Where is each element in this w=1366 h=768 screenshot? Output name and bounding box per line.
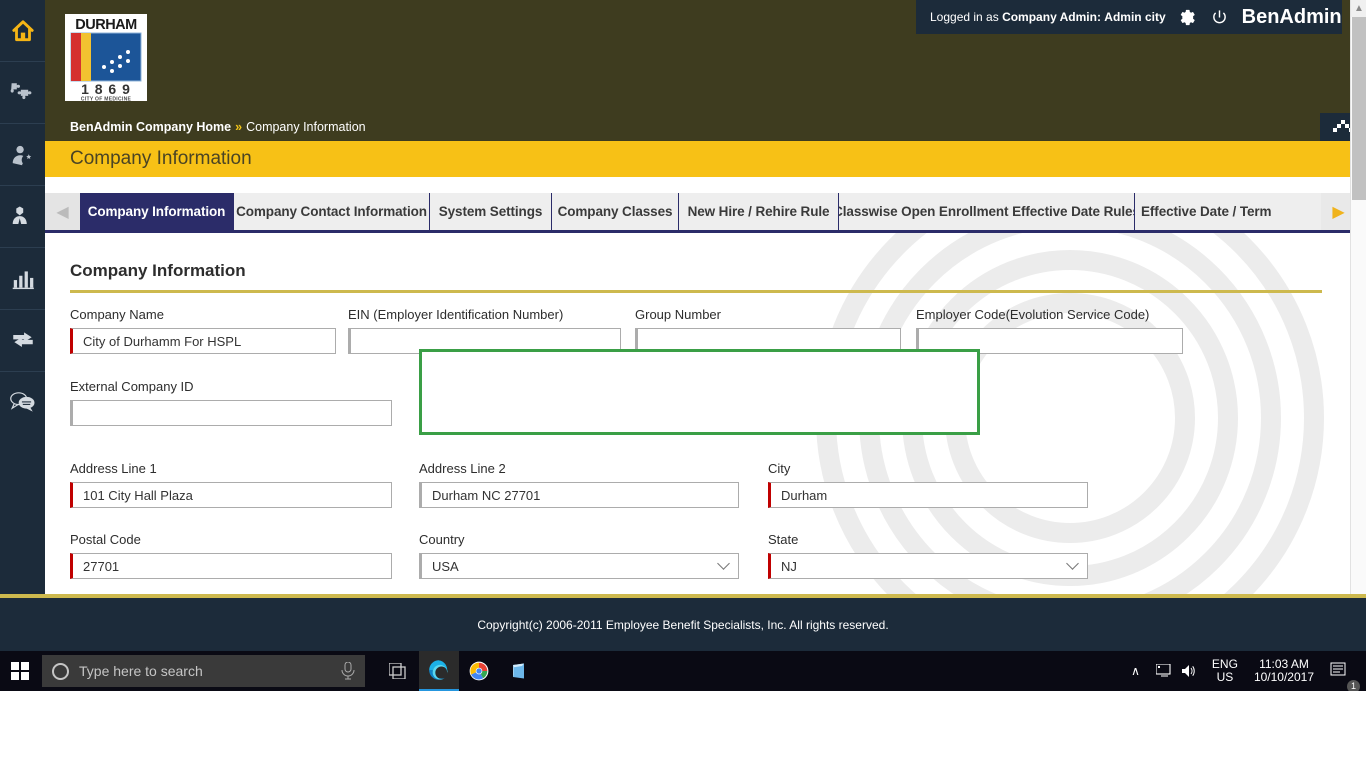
svg-text:1 8 6 9: 1 8 6 9 — [81, 81, 131, 97]
svg-text:CITY OF MEDICINE: CITY OF MEDICINE — [81, 97, 132, 102]
svg-text:DURHAM: DURHAM — [75, 17, 137, 33]
